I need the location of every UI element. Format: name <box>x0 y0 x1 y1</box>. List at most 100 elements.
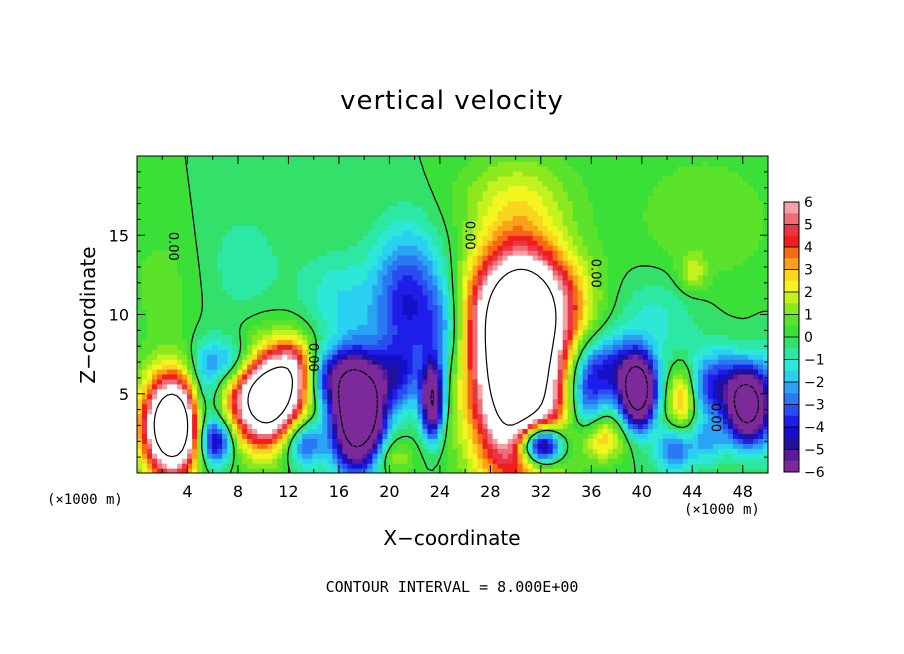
heatmap-cell <box>492 373 499 380</box>
heatmap-cell <box>752 284 759 291</box>
heatmap-cell <box>492 364 499 370</box>
heatmap-cell <box>497 319 504 325</box>
heatmap-cell <box>262 319 268 325</box>
heatmap-cell <box>762 364 768 370</box>
heatmap-cell <box>222 284 228 291</box>
heatmap-cell <box>617 408 624 415</box>
heatmap-cell <box>407 373 414 380</box>
heatmap-cell <box>692 463 699 469</box>
heatmap-cell <box>222 413 228 420</box>
heatmap-cell <box>237 393 243 400</box>
heatmap-cell <box>292 463 298 469</box>
heatmap-cell <box>207 314 213 321</box>
heatmap-cell <box>222 438 228 444</box>
heatmap-cell <box>187 393 193 400</box>
heatmap-cell <box>422 428 429 434</box>
heatmap-cell <box>512 299 519 306</box>
heatmap-cell <box>367 448 373 454</box>
heatmap-cell <box>457 423 464 430</box>
heatmap-cell <box>532 289 539 296</box>
heatmap-cell <box>342 339 348 345</box>
heatmap-cell <box>542 289 549 296</box>
heatmap-cell <box>357 339 363 345</box>
heatmap-cell <box>562 383 569 390</box>
heatmap-cell <box>167 443 173 449</box>
heatmap-cell <box>137 368 143 375</box>
heatmap-cell <box>307 329 313 335</box>
heatmap-cell <box>182 383 188 390</box>
heatmap-cell <box>542 443 549 449</box>
heatmap-cell <box>477 274 484 281</box>
heatmap-cell <box>312 274 318 281</box>
heatmap-cell <box>607 314 614 321</box>
heatmap-cell <box>722 294 729 301</box>
heatmap-cell <box>492 344 499 350</box>
heatmap-cell <box>417 284 424 291</box>
heatmap-cell <box>567 319 574 325</box>
heatmap-cell <box>342 354 348 360</box>
heatmap-cell <box>437 383 444 390</box>
heatmap-cell <box>387 423 394 430</box>
heatmap-cell <box>542 319 549 325</box>
heatmap-cell <box>652 433 659 439</box>
heatmap-cell <box>347 359 353 365</box>
heatmap-cell <box>137 403 143 410</box>
heatmap-cell <box>612 438 619 444</box>
heatmap-cell <box>732 468 739 473</box>
heatmap-cell <box>272 309 278 316</box>
heatmap-cell <box>177 274 183 281</box>
heatmap-cell <box>397 408 404 415</box>
heatmap-cell <box>147 403 153 410</box>
heatmap-cell <box>572 453 579 459</box>
heatmap-cell <box>417 423 424 430</box>
heatmap-cell <box>657 319 664 325</box>
heatmap-cell <box>427 398 434 405</box>
heatmap-cell <box>452 458 459 464</box>
heatmap-cell <box>202 453 208 459</box>
heatmap-cell <box>262 349 268 355</box>
heatmap-cell <box>527 279 534 286</box>
heatmap-cell <box>592 334 599 340</box>
heatmap-cell <box>422 354 429 360</box>
heatmap-cell <box>457 398 464 405</box>
heatmap-cell <box>507 364 514 370</box>
heatmap-cell <box>157 388 163 395</box>
heatmap-cell <box>632 314 639 321</box>
heatmap-cell <box>642 349 649 355</box>
heatmap-cell <box>757 383 764 390</box>
heatmap-cell <box>712 438 719 444</box>
heatmap-cell <box>517 413 524 420</box>
heatmap-cell <box>397 289 404 296</box>
heatmap-cell <box>712 279 719 286</box>
heatmap-cell <box>277 329 283 335</box>
heatmap-cell <box>362 314 368 321</box>
heatmap-cell <box>557 398 564 405</box>
heatmap-cell <box>207 299 213 306</box>
heatmap-cell <box>647 279 654 286</box>
heatmap-cell <box>187 378 193 385</box>
heatmap-cell <box>647 418 654 425</box>
heatmap-cell <box>212 299 218 306</box>
heatmap-cell <box>657 329 664 335</box>
heatmap-cell <box>357 279 363 286</box>
heatmap-cell <box>322 378 328 385</box>
heatmap-cell <box>242 329 248 335</box>
heatmap-cell <box>482 279 489 286</box>
heatmap-cell <box>242 279 248 286</box>
heatmap-cell <box>342 413 348 420</box>
heatmap-cell <box>572 314 579 321</box>
heatmap-cell <box>197 349 203 355</box>
heatmap-cell <box>402 359 409 365</box>
heatmap-cell <box>747 364 754 370</box>
heatmap-cell <box>622 314 629 321</box>
heatmap-cell <box>687 443 694 449</box>
heatmap-cell <box>472 413 479 420</box>
heatmap-cell <box>717 388 724 395</box>
heatmap-cell <box>367 458 373 464</box>
heatmap-cell <box>472 438 479 444</box>
heatmap-cell <box>217 418 223 425</box>
heatmap-cell <box>282 319 288 325</box>
heatmap-cell <box>257 433 263 439</box>
heatmap-cell <box>592 359 599 365</box>
heatmap-cell <box>422 359 429 365</box>
